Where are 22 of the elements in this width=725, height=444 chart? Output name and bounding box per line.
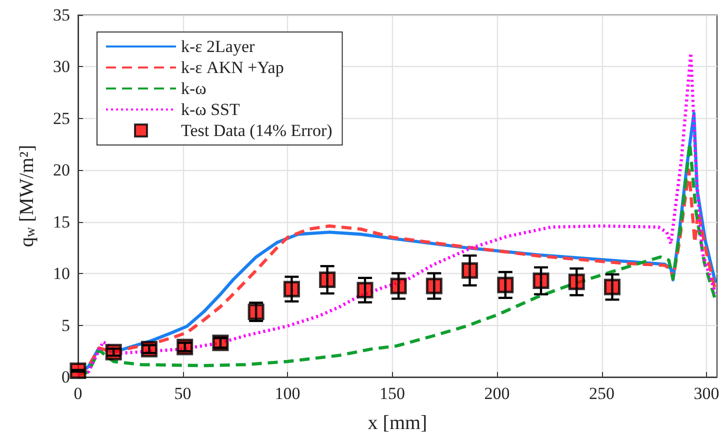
y-tick-label: 35	[53, 6, 70, 24]
legend-label: k-ε 2Layer	[181, 37, 256, 56]
legend-label: k-ω SST	[181, 100, 241, 119]
y-axis-title: qw [MW/m²]	[16, 144, 38, 248]
x-tick-label: 150	[380, 384, 406, 403]
y-tick-label: 15	[53, 212, 70, 232]
x-tick-label: 200	[484, 384, 510, 403]
legend-label: k-ε AKN +Yap	[181, 58, 284, 77]
x-tick-label: 0	[74, 384, 82, 403]
y-tick-label: 25	[53, 108, 70, 128]
x-tick-label: 300	[694, 384, 720, 403]
x-tick-label: 50	[174, 384, 192, 403]
x-tick-label: 250	[589, 384, 615, 403]
y-tick-label: 5	[62, 316, 70, 335]
legend-label: k-ω	[181, 79, 206, 98]
x-axis-title: x [mm]	[368, 412, 428, 434]
x-tick-label: 100	[274, 384, 300, 403]
y-tick-label: 10	[53, 264, 70, 284]
y-tick-label: 30	[53, 57, 70, 76]
y-tick-label: 20	[53, 160, 70, 180]
legend-label: Test Data (14% Error)	[181, 121, 332, 140]
y-tick-label: 0	[62, 368, 70, 386]
